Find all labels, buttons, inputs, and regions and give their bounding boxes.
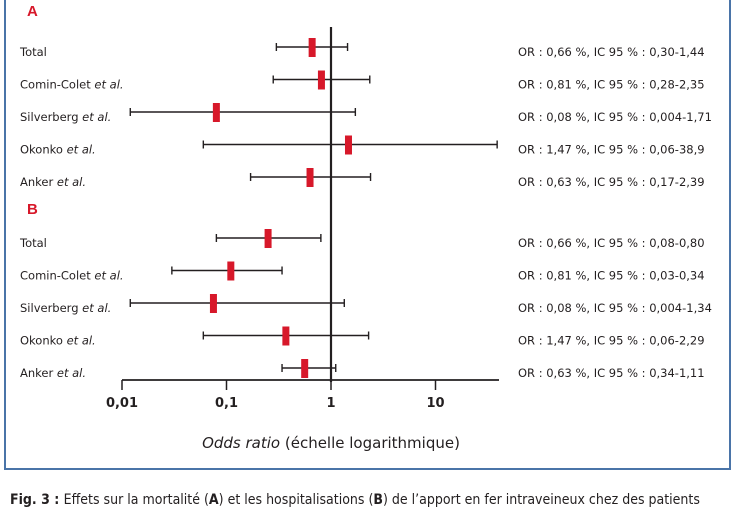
x-axis-tick-label-1: 0,01 xyxy=(106,396,138,411)
panel-b-row-2-or-marker xyxy=(227,261,235,281)
panel-label-a: A xyxy=(27,3,38,20)
caption-part-1: Effets sur la mortalité ( xyxy=(63,492,209,508)
panel-b-row-4-study-label: Okonko et al. xyxy=(20,334,96,348)
caption-part-3: ) de l’apport en fer intraveineux chez d… xyxy=(382,492,700,508)
figure-frame xyxy=(4,0,731,470)
panel-b-row-3-study-label: Silverberg et al. xyxy=(20,301,111,315)
panel-b-row-2-study-label: Comin-Colet et al. xyxy=(20,269,124,283)
panel-b-row-1-study-label: Total xyxy=(19,236,47,250)
panel-a-row-1-study-label: Total xyxy=(19,45,47,59)
panel-a-row-2-study-label: Comin-Colet et al. xyxy=(20,78,124,92)
caption-part-2: ) et les hospitalisations ( xyxy=(218,492,374,508)
caption-panel-a: A xyxy=(208,492,219,508)
panel-b-row-5-study-label: Anker et al. xyxy=(20,366,86,380)
panel-a-row-4-study-label: Okonko et al. xyxy=(20,143,96,157)
panel-b-row-1-stats-label: OR : 0,66 %, IC 95 % : 0,08-0,80 xyxy=(518,236,705,250)
panel-b-row-3-stats-label: OR : 0,08 %, IC 95 % : 0,004-1,34 xyxy=(518,301,712,315)
panel-b-row-3-or-marker xyxy=(209,294,217,313)
panel-a-row-3-stats-label: OR : 0,08 %, IC 95 % : 0,004-1,71 xyxy=(518,110,712,124)
panel-b-row-5-stats-label: OR : 0,63 %, IC 95 % : 0,34-1,11 xyxy=(518,366,705,380)
x-axis-tick-label-2: 0,1 xyxy=(215,396,238,411)
panel-a-row-5-study-label: Anker et al. xyxy=(20,175,86,189)
panel-b-row-1-or-marker xyxy=(264,229,272,248)
panel-b-row-5-or-marker xyxy=(301,359,309,378)
panel-b-row-4-stats-label: OR : 1,47 %, IC 95 % : 0,06-2,29 xyxy=(518,334,705,348)
panel-b-row-4-or-marker xyxy=(282,326,290,346)
caption-figure-number: Fig. 3 : xyxy=(10,492,64,508)
panel-a-row-3-study-label: Silverberg et al. xyxy=(20,110,111,124)
panel-a-row-3-or-marker xyxy=(212,103,220,122)
panel-label-b: B xyxy=(27,201,38,218)
x-axis-title: Odds ratio (échelle logarithmique) xyxy=(202,434,460,452)
panel-a-row-5-stats-label: OR : 0,63 %, IC 95 % : 0,17-2,39 xyxy=(518,175,705,189)
panel-a-row-5-or-marker xyxy=(306,168,314,187)
x-axis-tick-label-3: 1 xyxy=(326,396,335,411)
panel-a-row-2-stats-label: OR : 0,81 %, IC 95 % : 0,28-2,35 xyxy=(518,78,705,92)
panel-a-row-1-stats-label: OR : 0,66 %, IC 95 % : 0,30-1,44 xyxy=(518,45,705,59)
x-axis-tick-label-4: 10 xyxy=(426,396,444,411)
forest-plot: A Total OR : 0,66 %, IC 95 % : 0,30-1,44 Co… xyxy=(19,3,712,452)
panel-a-row-1-or-marker xyxy=(308,38,316,57)
panel-b-row-2-stats-label: OR : 0,81 %, IC 95 % : 0,03-0,34 xyxy=(518,269,705,283)
panel-a-row-4-stats-label: OR : 1,47 %, IC 95 % : 0,06-38,9 xyxy=(518,143,705,157)
figure-caption: Fig. 3 : Effets sur la mortalité (A) et … xyxy=(10,492,735,508)
caption-panel-b: B xyxy=(373,492,383,508)
panel-a-row-2-or-marker xyxy=(317,70,325,90)
panel-a-row-4-or-marker xyxy=(344,135,352,155)
